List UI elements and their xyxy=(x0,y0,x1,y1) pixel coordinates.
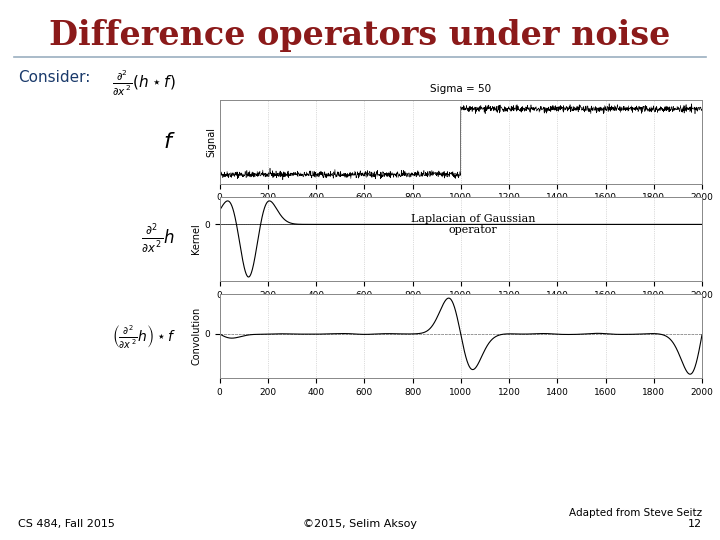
Text: 12: 12 xyxy=(688,519,702,529)
Text: $f$: $f$ xyxy=(163,131,176,153)
Text: $\frac{\partial^2}{\partial x^{\,2}}h$: $\frac{\partial^2}{\partial x^{\,2}}h$ xyxy=(142,222,175,255)
Text: Laplacian of Gaussian
operator: Laplacian of Gaussian operator xyxy=(410,214,535,235)
Y-axis label: Kernel: Kernel xyxy=(192,224,202,254)
Text: $\left(\frac{\partial^2}{\partial x^{\,2}}h\right) \star f$: $\left(\frac{\partial^2}{\partial x^{\,2… xyxy=(112,323,176,350)
Text: ©2015, Selim Aksoy: ©2015, Selim Aksoy xyxy=(303,519,417,529)
Text: $\frac{\partial^2}{\partial x^{\,2}}(h \star f)$: $\frac{\partial^2}{\partial x^{\,2}}(h \… xyxy=(112,69,175,98)
Text: Sigma = 50: Sigma = 50 xyxy=(431,84,491,94)
Y-axis label: Convolution: Convolution xyxy=(192,307,202,365)
Text: Adapted from Steve Seitz: Adapted from Steve Seitz xyxy=(569,508,702,518)
Text: Difference operators under noise: Difference operators under noise xyxy=(49,19,671,52)
Y-axis label: Signal: Signal xyxy=(207,127,217,157)
Text: CS 484, Fall 2015: CS 484, Fall 2015 xyxy=(18,519,115,529)
Text: Consider:: Consider: xyxy=(18,70,91,85)
